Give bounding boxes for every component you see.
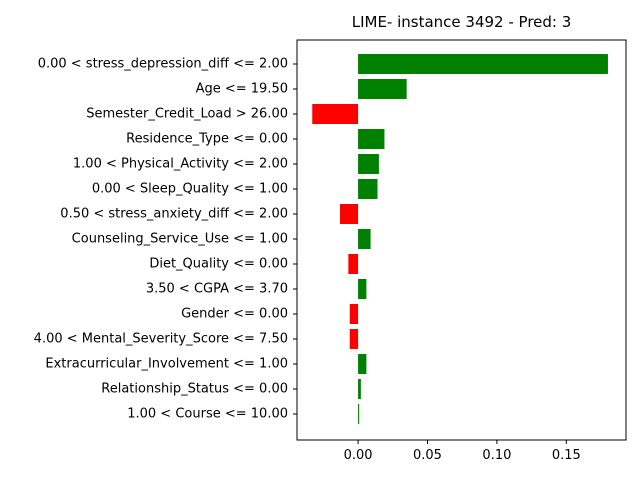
bar-3 bbox=[358, 129, 385, 149]
bar-1 bbox=[358, 79, 407, 99]
y-tick-label: Age <= 19.50 bbox=[196, 82, 288, 97]
x-ticks: 0.00 0.05 0.10 0.15 bbox=[344, 440, 581, 463]
bar-2 bbox=[312, 104, 359, 124]
bar-5 bbox=[358, 179, 378, 199]
chart-title: LIME- instance 3492 - Pred: 3 bbox=[352, 13, 572, 31]
bar-6 bbox=[340, 204, 359, 224]
y-tick-label: Diet_Quality <= 0.00 bbox=[149, 257, 288, 272]
y-tick-label: 4.00 < Mental_Severity_Score <= 7.50 bbox=[34, 332, 288, 347]
y-tick-label: Extracurricular_Involvement <= 1.00 bbox=[45, 357, 288, 372]
bar-7 bbox=[358, 229, 371, 249]
y-tick-label: 0.00 < stress_depression_diff <= 2.00 bbox=[38, 57, 288, 72]
bar-12 bbox=[358, 354, 367, 374]
x-tick-label: 0.00 bbox=[344, 448, 373, 463]
y-tick-label: 3.50 < CGPA <= 3.70 bbox=[146, 282, 288, 297]
y-tick-label: 1.00 < Course <= 10.00 bbox=[127, 407, 288, 422]
y-tick-label: 0.00 < Sleep_Quality <= 1.00 bbox=[92, 182, 288, 197]
y-tick-label: 0.50 < stress_anxiety_diff <= 2.00 bbox=[60, 207, 288, 222]
bar-4 bbox=[358, 154, 379, 174]
bar-0 bbox=[358, 54, 608, 74]
bar-14 bbox=[358, 404, 360, 424]
x-tick-label: 0.10 bbox=[482, 448, 511, 463]
bars-group bbox=[312, 54, 608, 424]
x-tick-label: 0.15 bbox=[552, 448, 581, 463]
y-tick-label: 1.00 < Physical_Activity <= 2.00 bbox=[73, 157, 288, 172]
bar-10 bbox=[349, 304, 359, 324]
bar-8 bbox=[348, 254, 359, 274]
bar-11 bbox=[349, 329, 359, 349]
plot-frame bbox=[296, 39, 627, 441]
y-tick-label: Relationship_Status <= 0.00 bbox=[101, 382, 288, 397]
bar-13 bbox=[358, 379, 361, 399]
y-tick-label: Gender <= 0.00 bbox=[181, 307, 288, 322]
y-tick-label: Residence_Type <= 0.00 bbox=[126, 132, 288, 147]
y-tick-label: Counseling_Service_Use <= 1.00 bbox=[72, 232, 288, 247]
y-tick-label: Semester_Credit_Load > 26.00 bbox=[86, 107, 288, 122]
bar-9 bbox=[358, 279, 367, 299]
x-tick-label: 0.05 bbox=[413, 448, 442, 463]
y-tick-labels: 0.00 < stress_depression_diff <= 2.00 Age… bbox=[34, 57, 297, 422]
